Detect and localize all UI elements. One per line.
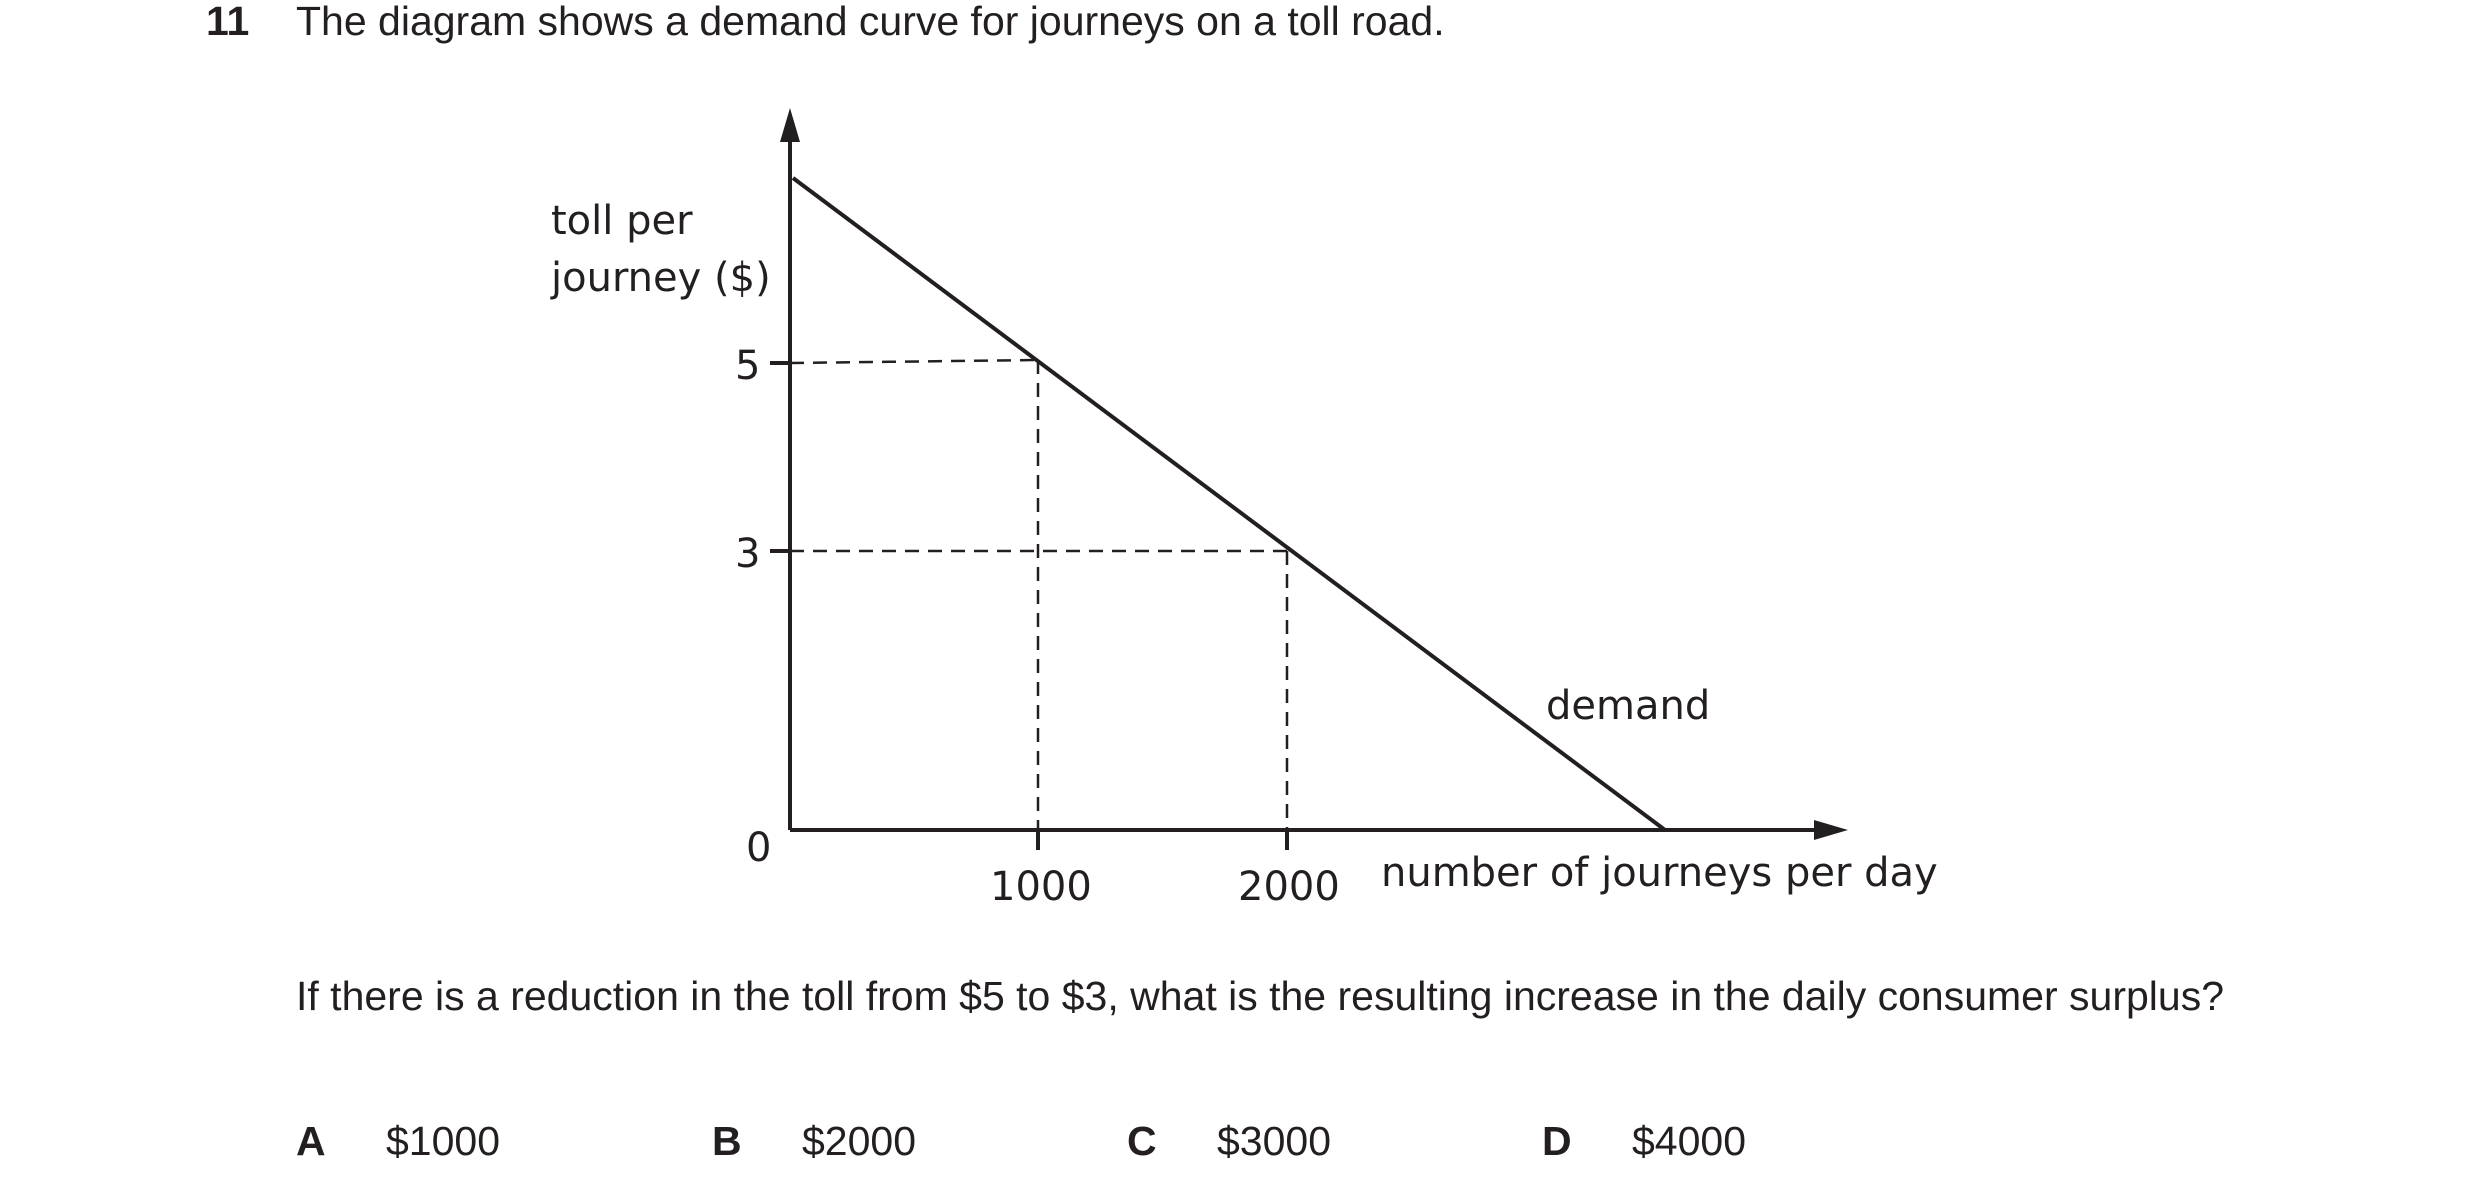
question-followup: If there is a reduction in the toll from… [296,973,2225,1019]
option-c-text: $3000 [1217,1118,1332,1164]
option-a-letter: A [296,1118,326,1164]
demand-diagram: toll per journey ($) 5 3 0 1000 2000 num… [550,108,1938,910]
demand-curve-label: demand [1546,683,1710,729]
y-tick-label-3: 3 [735,531,760,577]
option-c-letter: C [1127,1118,1157,1164]
guide-line-price-5 [789,358,1039,365]
origin-label: 0 [746,825,771,871]
option-c[interactable]: C $3000 [1127,1118,1331,1165]
y-axis-arrow [780,108,800,142]
option-b-letter: B [712,1118,742,1164]
question-stem: The diagram shows a demand curve for jou… [296,0,1445,44]
demand-curve [791,176,1667,832]
y-axis-label-line2: journey ($) [550,255,771,301]
option-b[interactable]: B $2000 [712,1118,916,1165]
option-d-letter: D [1542,1118,1572,1164]
x-axis-label: number of journeys per day [1381,850,1938,896]
x-tick-label-1000: 1000 [990,864,1092,910]
option-d[interactable]: D $4000 [1542,1118,1746,1165]
x-axis-arrow [1814,820,1848,840]
y-tick-label-5: 5 [735,343,760,389]
y-axis-label-line1: toll per [551,198,693,244]
option-a-text: $1000 [386,1118,501,1164]
option-b-text: $2000 [802,1118,917,1164]
option-d-text: $4000 [1632,1118,1747,1164]
question-number: 11 [206,0,250,44]
option-a[interactable]: A $1000 [296,1118,500,1165]
x-tick-label-2000: 2000 [1238,864,1340,910]
